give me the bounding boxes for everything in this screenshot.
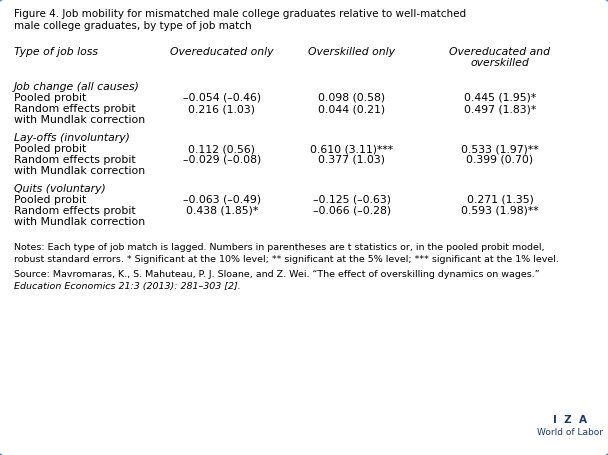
Text: 0.497 (1.83)*: 0.497 (1.83)* — [464, 104, 536, 114]
Text: Random effects probit: Random effects probit — [14, 206, 136, 216]
Text: Quits (voluntary): Quits (voluntary) — [14, 184, 106, 194]
Text: Figure 4. Job mobility for mismatched male college graduates relative to well-ma: Figure 4. Job mobility for mismatched ma… — [14, 9, 466, 19]
Text: –0.054 (–0.46): –0.054 (–0.46) — [183, 93, 261, 103]
Text: 0.098 (0.58): 0.098 (0.58) — [319, 93, 385, 103]
Text: Overeducated only: Overeducated only — [170, 47, 274, 57]
Text: 0.445 (1.95)*: 0.445 (1.95)* — [464, 93, 536, 103]
Text: –0.066 (–0.28): –0.066 (–0.28) — [313, 206, 391, 216]
Text: Education Economics 21:3 (2013): 281–303 [2].: Education Economics 21:3 (2013): 281–303… — [14, 282, 241, 291]
Text: male college graduates, by type of job match: male college graduates, by type of job m… — [14, 21, 252, 31]
Text: Source: Mavromaras, K., S. Mahuteau, P. J. Sloane, and Z. Wei. “The effect of ov: Source: Mavromaras, K., S. Mahuteau, P. … — [14, 270, 540, 279]
Text: Pooled probit: Pooled probit — [14, 93, 86, 103]
Text: with Mundlak correction: with Mundlak correction — [14, 115, 145, 125]
Text: 0.271 (1.35): 0.271 (1.35) — [466, 195, 533, 205]
Text: 0.593 (1.98)**: 0.593 (1.98)** — [461, 206, 539, 216]
Text: 0.216 (1.03): 0.216 (1.03) — [188, 104, 255, 114]
Text: with Mundlak correction: with Mundlak correction — [14, 166, 145, 176]
Text: Lay-offs (involuntary): Lay-offs (involuntary) — [14, 133, 130, 143]
Text: with Mundlak correction: with Mundlak correction — [14, 217, 145, 227]
Text: 0.044 (0.21): 0.044 (0.21) — [319, 104, 385, 114]
Text: overskilled: overskilled — [471, 58, 530, 68]
Text: –0.029 (–0.08): –0.029 (–0.08) — [183, 155, 261, 165]
Text: –0.063 (–0.49): –0.063 (–0.49) — [183, 195, 261, 205]
Text: Random effects probit: Random effects probit — [14, 155, 136, 165]
Text: Type of job loss: Type of job loss — [14, 47, 98, 57]
Text: 0.112 (0.56): 0.112 (0.56) — [188, 144, 255, 154]
Text: Pooled probit: Pooled probit — [14, 195, 86, 205]
Text: Notes: Each type of job match is lagged. Numbers in parentheses are t statistics: Notes: Each type of job match is lagged.… — [14, 243, 545, 252]
Text: Random effects probit: Random effects probit — [14, 104, 136, 114]
Text: 0.533 (1.97)**: 0.533 (1.97)** — [461, 144, 539, 154]
Text: Overskilled only: Overskilled only — [308, 47, 395, 57]
Text: 0.438 (1.85)*: 0.438 (1.85)* — [186, 206, 258, 216]
Text: –0.125 (–0.63): –0.125 (–0.63) — [313, 195, 391, 205]
Text: I  Z  A: I Z A — [553, 415, 587, 425]
Text: Pooled probit: Pooled probit — [14, 144, 86, 154]
Text: 0.377 (1.03): 0.377 (1.03) — [319, 155, 385, 165]
Text: World of Labor: World of Labor — [537, 428, 603, 437]
Text: robust standard errors. * Significant at the 10% level; ** significant at the 5%: robust standard errors. * Significant at… — [14, 255, 559, 264]
Text: 0.399 (0.70): 0.399 (0.70) — [466, 155, 534, 165]
Text: Overeducated and: Overeducated and — [449, 47, 550, 57]
Text: 0.610 (3.11)***: 0.610 (3.11)*** — [311, 144, 393, 154]
Text: Job change (all causes): Job change (all causes) — [14, 82, 140, 92]
